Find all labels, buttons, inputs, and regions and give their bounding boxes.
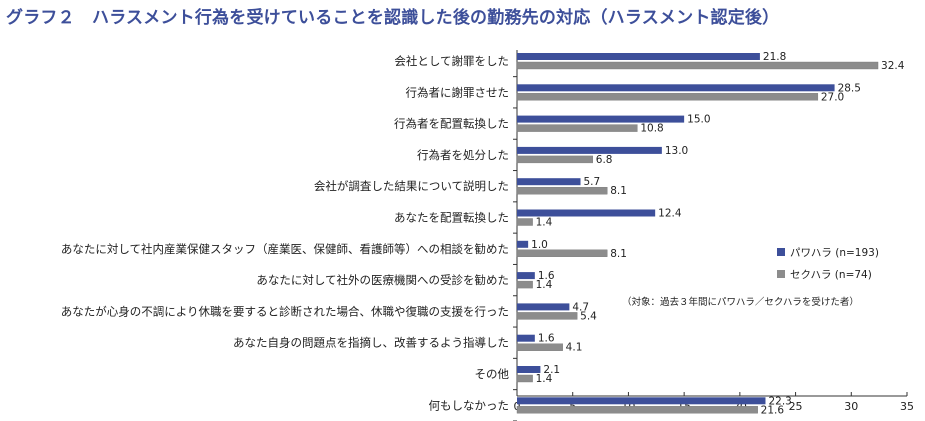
category-label-3: 行為者を処分した bbox=[417, 148, 509, 162]
bar-s1-11 bbox=[516, 406, 758, 414]
value-label-s1-6: 8.1 bbox=[610, 248, 627, 260]
value-label-s1-11: 21.6 bbox=[761, 404, 785, 416]
bar-s0-4 bbox=[517, 178, 581, 186]
category-label-2: 行為者を配置転換した bbox=[394, 117, 509, 131]
value-label-s1-9: 4.1 bbox=[566, 342, 583, 354]
x-tick-label-7: 35 bbox=[900, 400, 914, 413]
bar-s1-4 bbox=[516, 186, 608, 195]
bar-s0-11 bbox=[517, 397, 766, 405]
bar-s0-2 bbox=[517, 115, 685, 123]
value-label-s0-7: 1.6 bbox=[538, 270, 555, 282]
category-label-11: 何もしなかった bbox=[429, 398, 510, 412]
category-label-9: あなた自身の問題点を指摘し、改善するよう指導した bbox=[233, 336, 509, 350]
value-label-s0-6: 1.0 bbox=[531, 239, 548, 251]
value-label-s0-1: 28.5 bbox=[838, 82, 861, 94]
bar-s1-6 bbox=[516, 249, 608, 258]
category-label-1: 行為者に謝罪させた bbox=[406, 85, 510, 99]
bar-s0-6 bbox=[517, 240, 529, 248]
value-label-s1-1: 27.0 bbox=[821, 91, 844, 103]
bar-s0-1 bbox=[517, 84, 835, 92]
category-label-6: あなたに対して社内産業保健スタッフ（産業医、保健師、看護師等）への相談を勧めた bbox=[61, 242, 509, 256]
value-label-s0-9: 1.6 bbox=[538, 333, 555, 345]
bar-s1-10 bbox=[516, 374, 533, 383]
bar-s0-5 bbox=[517, 209, 656, 217]
value-label-s0-3: 13.0 bbox=[665, 145, 688, 157]
chart-title: グラフ２ ハラスメント行為を受けていることを認識した後の勤務先の対応（ハラスメン… bbox=[6, 8, 780, 28]
value-label-s0-8: 4.7 bbox=[572, 301, 589, 313]
legend-label-0: パワハラ (n=193) bbox=[790, 247, 879, 259]
bar-s1-0 bbox=[516, 61, 879, 70]
category-label-7: あなたに対して社外の医療機関への受診を勧めた bbox=[256, 273, 509, 287]
category-label-4: 会社が調査した結果について説明した bbox=[314, 179, 509, 193]
x-tick-label-6: 30 bbox=[844, 400, 858, 413]
bar-s0-10 bbox=[517, 366, 541, 373]
value-label-s1-5: 1.4 bbox=[536, 217, 553, 229]
legend-swatch-1 bbox=[777, 270, 785, 278]
bar-s1-3 bbox=[516, 155, 593, 164]
x-tick-label-5: 25 bbox=[789, 400, 803, 413]
chart-note: （対象：過去３年間にパワハラ／セクハラを受けた者） bbox=[622, 296, 859, 308]
bar-s1-2 bbox=[516, 124, 638, 132]
legend-label-1: セクハラ (n=74) bbox=[790, 269, 872, 281]
bar-s0-3 bbox=[517, 146, 662, 154]
bar-s1-7 bbox=[516, 280, 533, 289]
category-label-10: その他 bbox=[475, 367, 510, 381]
value-label-s0-5: 12.4 bbox=[658, 208, 682, 220]
value-label-s1-0: 32.4 bbox=[881, 60, 905, 72]
bar-s1-1 bbox=[516, 93, 819, 101]
category-label-0: 会社として謝罪をした bbox=[394, 54, 509, 68]
value-label-s0-10: 2.1 bbox=[543, 364, 560, 376]
bar-s0-8 bbox=[517, 303, 570, 311]
value-label-s0-2: 15.0 bbox=[687, 114, 710, 126]
value-label-s1-7: 1.4 bbox=[536, 279, 553, 291]
value-label-s1-4: 8.1 bbox=[610, 185, 627, 197]
value-label-s1-2: 10.8 bbox=[640, 123, 663, 135]
category-label-5: あなたを配置転換した bbox=[394, 211, 509, 225]
bar-s0-9 bbox=[517, 334, 535, 342]
bar-s1-9 bbox=[516, 343, 563, 351]
bar-s1-8 bbox=[516, 312, 578, 320]
bar-s0-0 bbox=[517, 53, 760, 60]
value-label-s0-0: 21.8 bbox=[763, 51, 786, 63]
value-label-s0-11: 22.3 bbox=[768, 395, 791, 407]
value-label-s1-8: 5.4 bbox=[580, 310, 597, 322]
value-label-s1-10: 1.4 bbox=[536, 373, 553, 385]
bar-s1-5 bbox=[516, 218, 533, 226]
bar-s0-7 bbox=[517, 272, 535, 280]
value-label-s1-3: 6.8 bbox=[596, 154, 613, 166]
legend-swatch-0 bbox=[777, 248, 785, 256]
category-label-8: あなたが心身の不調により休職を要すると診断された場合、休職や復職の支援を行った bbox=[61, 304, 509, 318]
value-label-s0-4: 5.7 bbox=[584, 176, 601, 188]
